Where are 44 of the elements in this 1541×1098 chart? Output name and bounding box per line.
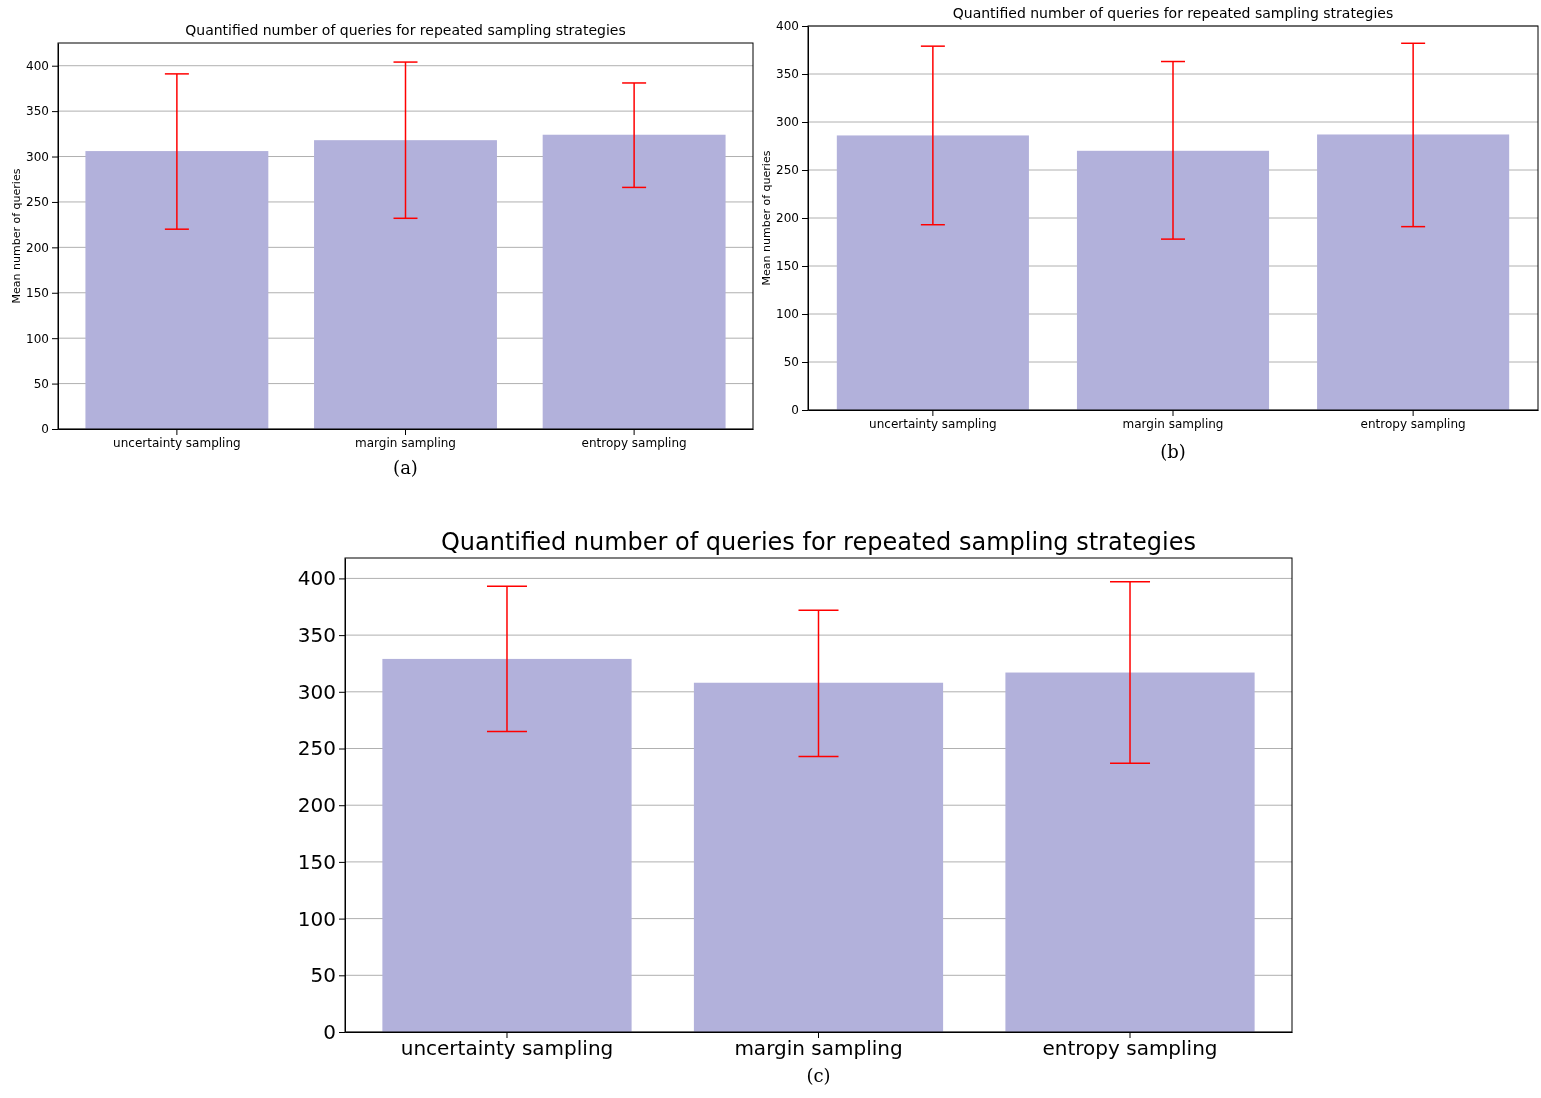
y-tick-label: 350 xyxy=(297,623,336,648)
y-tick-label: 250 xyxy=(776,163,799,178)
y-tick-label: 250 xyxy=(297,736,336,761)
y-tick-label: 350 xyxy=(26,104,49,119)
y-tick-label: 350 xyxy=(776,67,799,82)
text: (b) xyxy=(1160,441,1186,462)
y-tick-label: 300 xyxy=(26,149,49,164)
y-tick-label: 0 xyxy=(323,1019,336,1044)
x-tick-label: margin sampling xyxy=(734,1036,903,1061)
x-tick-label: entropy sampling xyxy=(1042,1036,1218,1061)
y-tick-label: 400 xyxy=(26,59,49,74)
y-tick-label: 200 xyxy=(776,211,799,226)
y-tick-label: 0 xyxy=(791,403,799,418)
chart-title: Quantified number of queries for repeated sampling strategies xyxy=(185,22,626,38)
y-tick-label: 150 xyxy=(26,286,49,301)
chart-title: Quantified number of queries for repeated sampling strategies xyxy=(440,528,1197,556)
y-tick-label: 200 xyxy=(26,240,49,255)
text: (c) xyxy=(806,1065,831,1086)
y-tick-label: 150 xyxy=(776,259,799,274)
y-tick-label: 100 xyxy=(297,906,336,931)
x-tick-label: uncertainty sampling xyxy=(869,416,997,431)
y-tick-label: 100 xyxy=(776,307,799,322)
y-tick-label: 50 xyxy=(783,355,799,370)
y-tick-label: 0 xyxy=(41,422,49,437)
y-tick-label: 50 xyxy=(33,376,49,391)
chart-title: Quantified number of queries for repeated sampling strategies xyxy=(952,5,1394,21)
x-tick-label: uncertainty sampling xyxy=(400,1036,614,1061)
y-axis-title: Mean number of queries xyxy=(10,168,23,304)
y-tick-label: 50 xyxy=(310,963,336,988)
y-tick-label: 250 xyxy=(26,195,49,210)
x-tick-label: entropy sampling xyxy=(581,435,687,450)
y-tick-label: 400 xyxy=(776,19,799,34)
y-tick-label: 400 xyxy=(297,566,336,591)
text: (a) xyxy=(393,457,418,478)
y-axis-title: Mean number of queries xyxy=(760,150,773,286)
y-tick-label: 300 xyxy=(776,115,799,130)
x-tick-label: entropy sampling xyxy=(1360,416,1466,431)
y-tick-label: 200 xyxy=(297,793,336,818)
x-tick-label: margin sampling xyxy=(355,435,456,450)
y-tick-label: 150 xyxy=(297,849,336,874)
y-tick-label: 100 xyxy=(26,331,49,346)
y-tick-label: 300 xyxy=(297,679,336,704)
x-tick-label: uncertainty sampling xyxy=(113,435,241,450)
x-tick-label: margin sampling xyxy=(1122,416,1224,431)
